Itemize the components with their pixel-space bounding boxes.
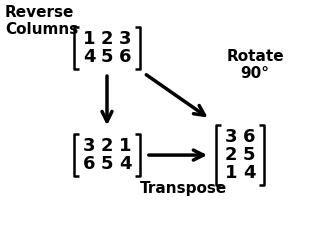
Text: 2: 2 — [225, 146, 237, 164]
Text: Rotate
90°: Rotate 90° — [226, 49, 284, 81]
Text: 5: 5 — [101, 48, 113, 66]
Text: 4: 4 — [83, 48, 95, 66]
Text: 3: 3 — [225, 128, 237, 146]
Text: Reverse
Columns: Reverse Columns — [5, 5, 78, 37]
Text: 4: 4 — [243, 164, 255, 182]
Text: 3: 3 — [119, 30, 131, 48]
Text: 1: 1 — [119, 137, 131, 155]
Text: 1: 1 — [83, 30, 95, 48]
Text: 4: 4 — [119, 155, 131, 173]
Text: 2: 2 — [101, 137, 113, 155]
Text: 1: 1 — [225, 164, 237, 182]
Text: 5: 5 — [101, 155, 113, 173]
Text: 6: 6 — [243, 128, 255, 146]
Text: 6: 6 — [119, 48, 131, 66]
Text: 6: 6 — [83, 155, 95, 173]
Text: 5: 5 — [243, 146, 255, 164]
Text: Transpose: Transpose — [140, 181, 227, 196]
Text: 2: 2 — [101, 30, 113, 48]
Text: 3: 3 — [83, 137, 95, 155]
